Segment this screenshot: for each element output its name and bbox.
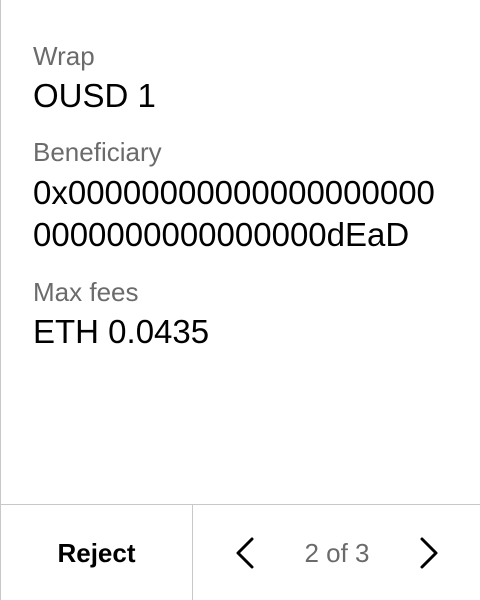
chevron-right-icon[interactable]	[415, 533, 443, 573]
reject-button[interactable]: Reject	[1, 505, 193, 600]
field-label-max-fees: Max fees	[33, 277, 139, 307]
field-label-beneficiary: Beneficiary	[33, 137, 162, 167]
field-value-beneficiary: 0x000000000000000000000000000000000000dE…	[33, 174, 435, 253]
pager: 2 of 3	[193, 505, 480, 600]
field-label-wrap: Wrap	[33, 41, 95, 71]
chevron-left-icon[interactable]	[231, 533, 259, 573]
review-content: Wrap OUSD 1 Beneficiary 0x00000000000000…	[33, 40, 460, 372]
field-value-max-fees: ETH 0.0435	[33, 313, 210, 350]
field-beneficiary: Beneficiary 0x00000000000000000000000000…	[33, 136, 460, 256]
field-max-fees: Max fees ETH 0.0435	[33, 276, 460, 352]
field-value-wrap: OUSD 1	[33, 77, 156, 114]
field-wrap: Wrap OUSD 1	[33, 40, 460, 116]
action-footer: Reject 2 of 3	[1, 504, 480, 600]
pager-label: 2 of 3	[304, 537, 370, 568]
